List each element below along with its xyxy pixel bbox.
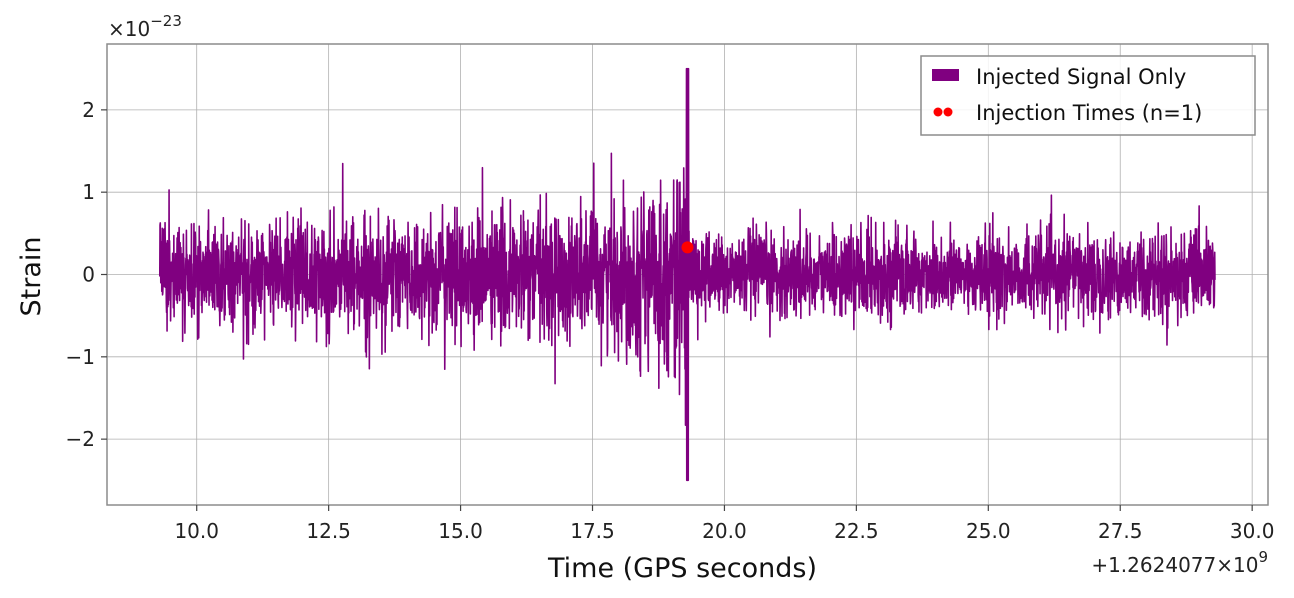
- y-scale-exponent: −23: [150, 12, 182, 30]
- y-tick-label: −2: [66, 427, 95, 451]
- injection-point: [681, 241, 694, 254]
- y-tick-label: 1: [82, 180, 95, 204]
- x-tick-label: 10.0: [174, 519, 219, 543]
- x-tick-label: 27.5: [1098, 519, 1143, 543]
- legend-marker-injection-1: [933, 107, 943, 117]
- legend-label-injection: Injection Times (n=1): [976, 101, 1202, 125]
- x-tick-label: 22.5: [834, 519, 879, 543]
- x-offset-label: +1.2624077×109: [1091, 548, 1268, 577]
- y-scale-label: ×10−23: [108, 12, 182, 41]
- tick-marks: 10.0 12.5 15.0 17.5 20.0 22.5 25.0 27.5 30.0 −2 −1…: [66, 98, 1275, 543]
- signal-line: [158, 67, 1216, 482]
- signal-series: [158, 67, 1216, 482]
- y-tick-label: 0: [82, 263, 95, 287]
- legend-box: [920, 55, 1256, 136]
- legend-marker-injection-2: [943, 107, 953, 117]
- y-tick-label: 2: [82, 98, 95, 122]
- x-tick-label: 20.0: [702, 519, 747, 543]
- x-tick-label: 17.5: [570, 519, 615, 543]
- x-offset-base: +1.2624077×10: [1091, 553, 1258, 577]
- x-tick-label: 15.0: [438, 519, 483, 543]
- x-tick-label: 12.5: [306, 519, 351, 543]
- legend: Injected Signal Only Injection Times (n=…: [920, 55, 1256, 136]
- injection-markers: [681, 241, 694, 254]
- y-tick-label: −1: [66, 345, 95, 369]
- y-scale-base: ×10: [108, 17, 150, 41]
- x-tick-label: 25.0: [966, 519, 1011, 543]
- x-tick-label: 30.0: [1230, 519, 1275, 543]
- legend-label-signal: Injected Signal Only: [976, 65, 1186, 89]
- y-axis-label: Strain: [16, 237, 47, 317]
- x-axis-label: Time (GPS seconds): [547, 553, 817, 584]
- x-offset-exponent: 9: [1258, 548, 1268, 566]
- legend-swatch-signal: [932, 69, 959, 81]
